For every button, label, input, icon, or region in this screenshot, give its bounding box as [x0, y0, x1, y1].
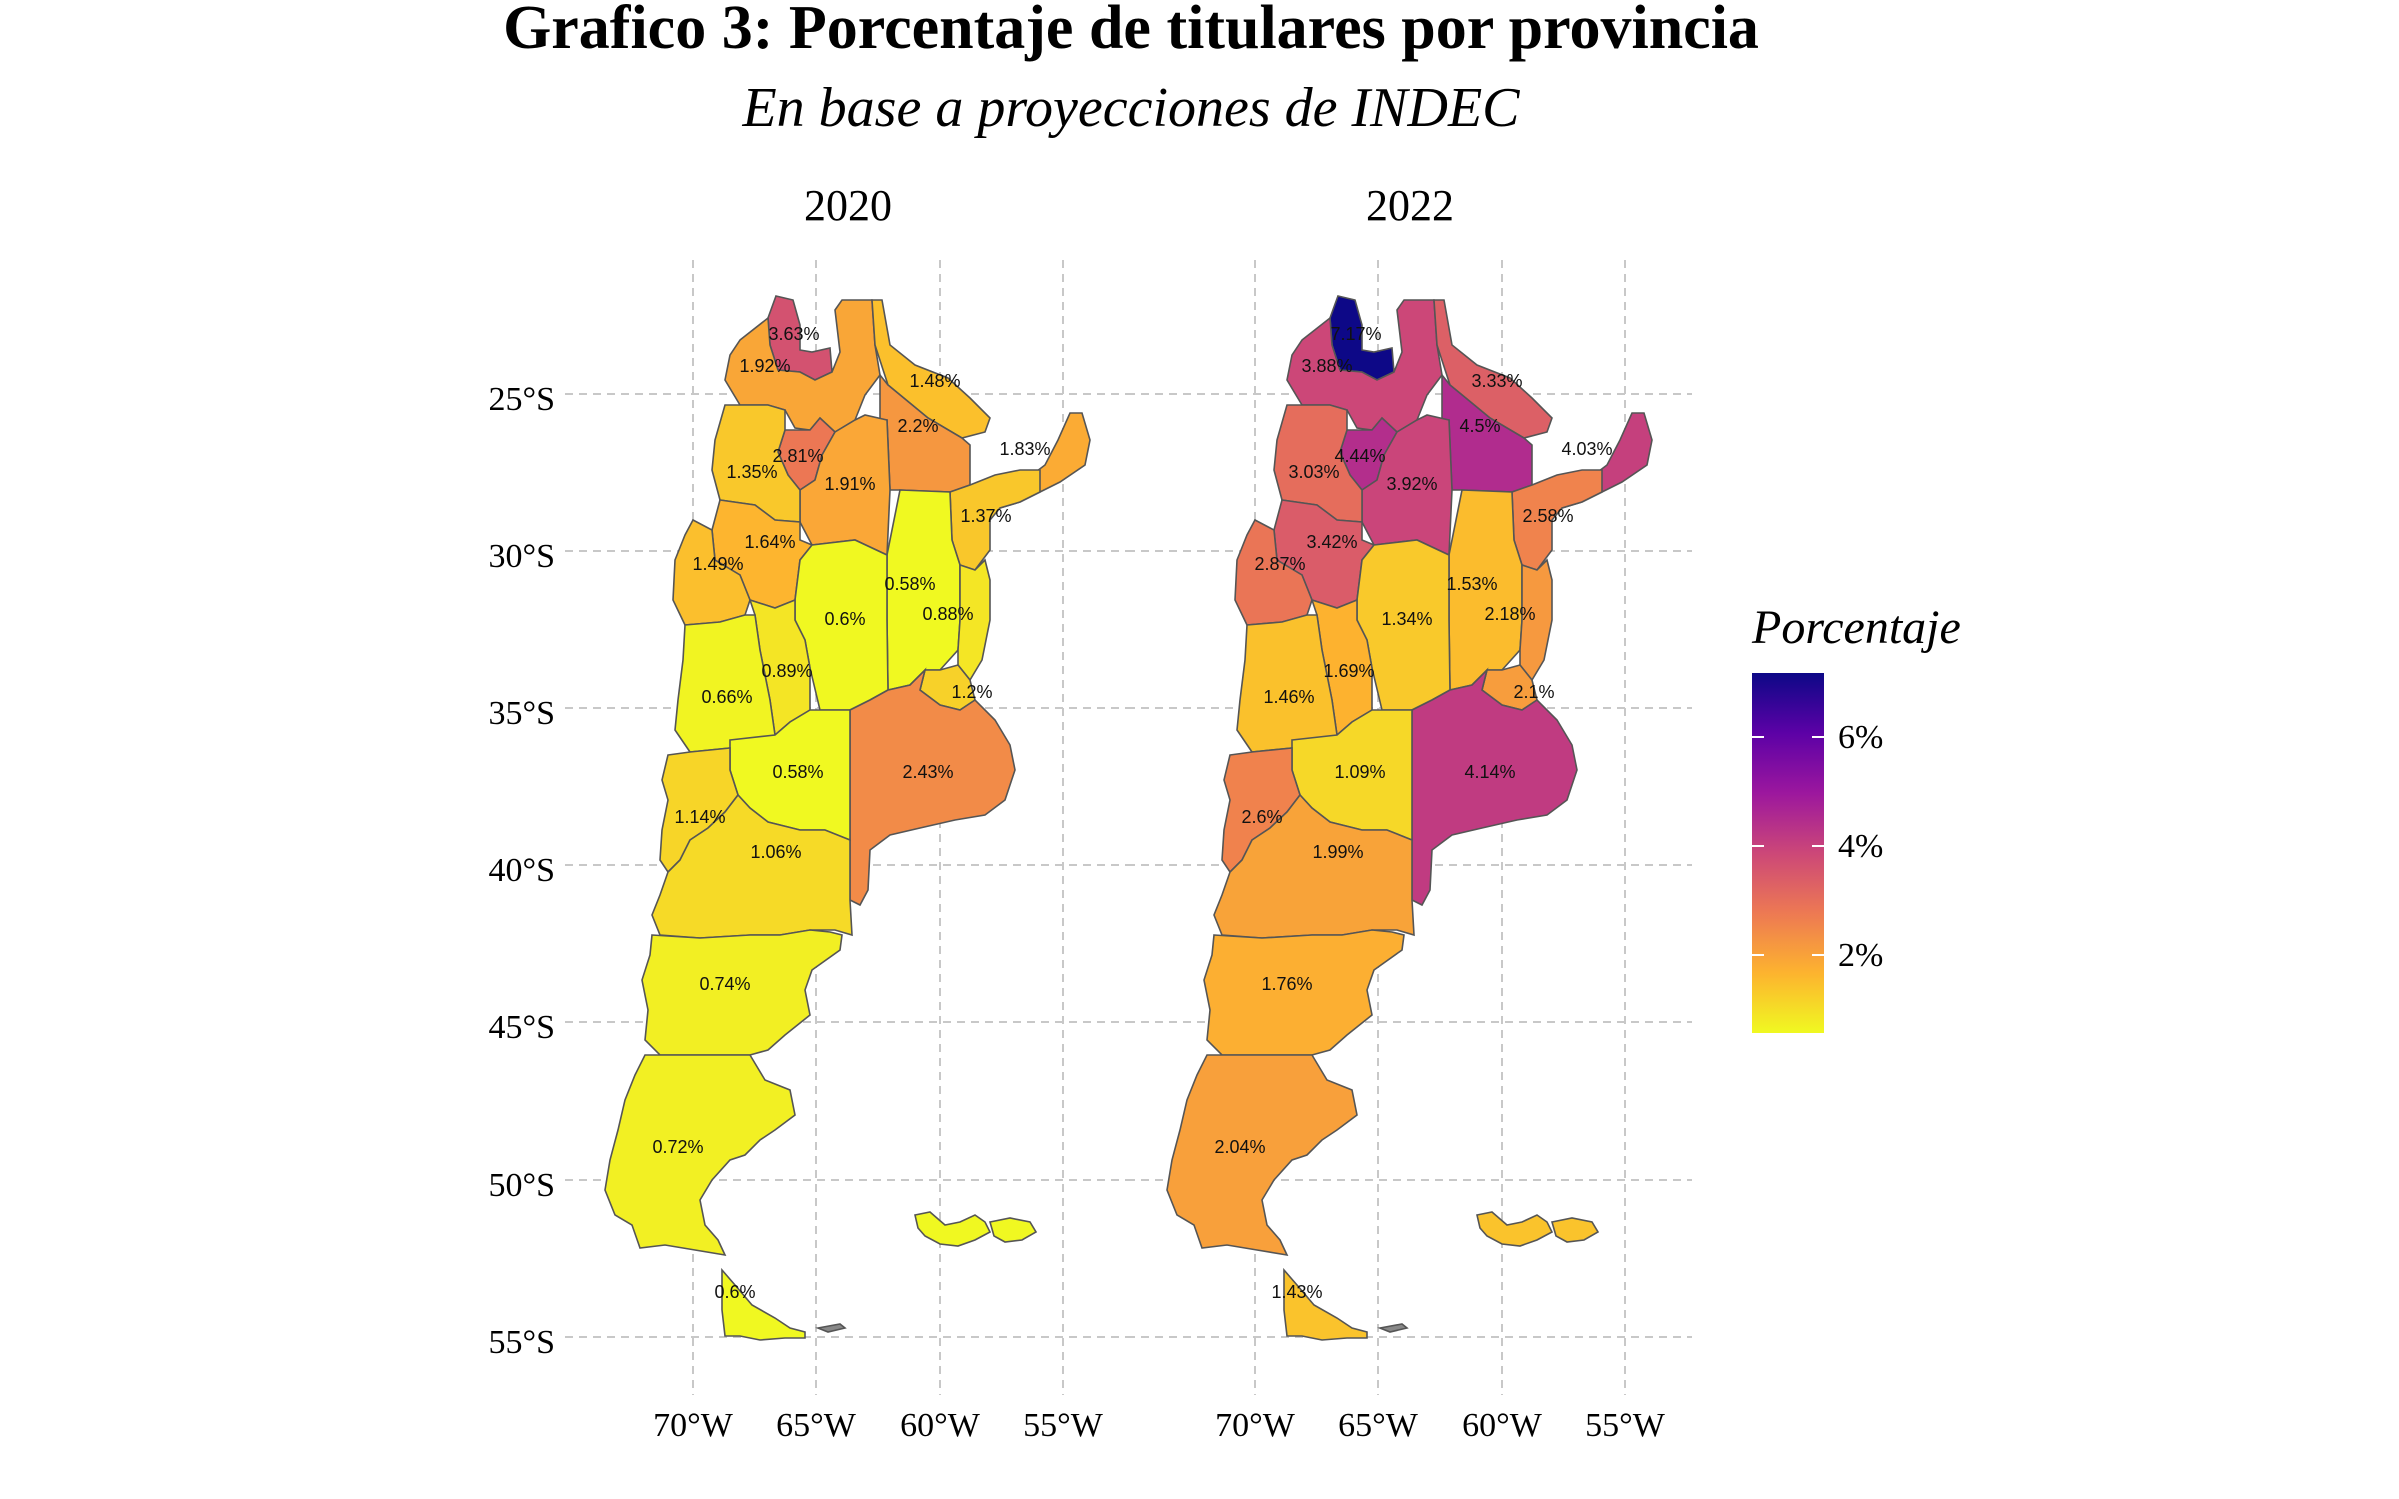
lon-label-70w-2020: 70°W [653, 1407, 734, 1444]
value-label-santa-fe-2022: 1.53% [1446, 574, 1497, 594]
province-tierra-del-fuego-2022[interactable] [1283, 1267, 1368, 1341]
value-label-chaco-2020: 2.2% [897, 416, 938, 436]
value-label-la-pampa-2022: 1.09% [1334, 762, 1385, 782]
value-label-santa-fe-2020: 0.58% [884, 574, 935, 594]
value-label-catamarca-2022: 3.03% [1288, 462, 1339, 482]
value-label-santiago-del-estero-2020: 1.91% [824, 474, 875, 494]
value-label-tierra-del-fuego-2020: 0.6% [714, 1282, 755, 1302]
value-label-tucuman-2020: 2.81% [772, 446, 823, 466]
lat-label-40s: 40°S [488, 852, 555, 889]
value-label-santa-cruz-2022: 2.04% [1214, 1137, 1265, 1157]
value-label-formosa-2022: 3.33% [1471, 371, 1522, 391]
value-label-caba-2022: 2.1% [1513, 682, 1554, 702]
value-label-la-pampa-2020: 0.58% [772, 762, 823, 782]
value-label-corrientes-2020: 1.37% [960, 506, 1011, 526]
value-label-la-rioja-2020: 1.64% [744, 532, 795, 552]
lon-label-55w-2020: 55°W [1023, 1407, 1104, 1444]
value-label-san-juan-2022: 2.87% [1254, 554, 1305, 574]
province-catamarca-2022[interactable] [1273, 404, 1363, 523]
province-buenos-aires-2020[interactable] [849, 667, 1016, 907]
lon-label-65w-2020: 65°W [776, 1407, 857, 1444]
province-catamarca-2020[interactable] [711, 404, 801, 523]
value-label-chaco-2022: 4.5% [1459, 416, 1500, 436]
value-label-salta-2022: 3.88% [1301, 356, 1352, 376]
lat-label-25s: 25°S [488, 381, 555, 418]
map-panel-2022: 7.17% 3.88% 3.33% 4.5% 4.03% 4.44%3.92% 3.03% 2… [1127, 260, 1692, 1395]
lat-label-55s: 55°S [488, 1324, 555, 1361]
value-label-san-juan-2020: 1.49% [692, 554, 743, 574]
legend-colorbar [1752, 673, 1824, 1033]
value-label-salta-2020: 1.92% [739, 356, 790, 376]
value-label-jujuy-2020: 3.63% [768, 324, 819, 344]
province-santa-cruz-2020[interactable] [604, 1054, 796, 1257]
legend-title: Porcentaje [1751, 601, 1961, 654]
lat-label-50s: 50°S [488, 1167, 555, 1204]
value-label-neuquen-2022: 2.6% [1241, 807, 1282, 827]
value-label-mendoza-2020: 0.66% [701, 687, 752, 707]
province-entre-rios-2020[interactable] [957, 558, 991, 682]
value-label-cordoba-2022: 1.34% [1381, 609, 1432, 629]
map-panel-2020: 3.63% 1.92% 1.48% 2.2% 1.83% 2.81%1.91% 1.35% 1… [565, 260, 1130, 1395]
value-label-tierra-del-fuego-2022: 1.43% [1271, 1282, 1322, 1302]
legend-tick-6: 6% [1838, 719, 1883, 756]
value-label-santa-cruz-2020: 0.72% [652, 1137, 703, 1157]
facet-title-2022: 2022 [1366, 181, 1454, 230]
value-label-buenos-aires-2020: 2.43% [902, 762, 953, 782]
value-label-misiones-2022: 4.03% [1561, 439, 1612, 459]
value-label-neuquen-2020: 1.14% [674, 807, 725, 827]
value-label-mendoza-2022: 1.46% [1263, 687, 1314, 707]
lon-label-55w-2022: 55°W [1585, 1407, 1666, 1444]
lon-label-60w-2022: 60°W [1462, 1407, 1543, 1444]
value-label-chubut-2020: 0.74% [699, 974, 750, 994]
chart-subtitle: En base a proyecciones de INDEC [741, 77, 1520, 139]
value-label-misiones-2020: 1.83% [999, 439, 1050, 459]
value-label-san-luis-2022: 1.69% [1323, 661, 1374, 681]
lon-label-65w-2022: 65°W [1338, 1407, 1419, 1444]
value-label-jujuy-2022: 7.17% [1330, 324, 1381, 344]
lat-label-45s: 45°S [488, 1009, 555, 1046]
legend-tick-4: 4% [1838, 828, 1883, 865]
lat-label-30s: 30°S [488, 538, 555, 575]
value-label-rio-negro-2022: 1.99% [1312, 842, 1363, 862]
lat-label-35s: 35°S [488, 695, 555, 732]
value-label-santiago-del-estero-2022: 3.92% [1386, 474, 1437, 494]
province-chubut-2020[interactable] [641, 929, 843, 1056]
value-label-entre-rios-2022: 2.18% [1484, 604, 1535, 624]
value-label-la-rioja-2022: 3.42% [1306, 532, 1357, 552]
value-label-chubut-2022: 1.76% [1261, 974, 1312, 994]
province-santa-cruz-2022[interactable] [1166, 1054, 1358, 1257]
lon-label-70w-2022: 70°W [1215, 1407, 1296, 1444]
province-buenos-aires-2022[interactable] [1411, 667, 1578, 907]
value-label-formosa-2020: 1.48% [909, 371, 960, 391]
value-label-cordoba-2020: 0.6% [824, 609, 865, 629]
lon-label-60w-2020: 60°W [900, 1407, 981, 1444]
value-label-catamarca-2020: 1.35% [726, 462, 777, 482]
value-label-tucuman-2022: 4.44% [1334, 446, 1385, 466]
legend-tick-2: 2% [1838, 937, 1883, 974]
isla-de-los-estados-2022 [1377, 1323, 1409, 1333]
value-label-entre-rios-2020: 0.88% [922, 604, 973, 624]
value-label-san-luis-2020: 0.89% [761, 661, 812, 681]
province-tierra-del-fuego-2020[interactable] [721, 1267, 806, 1341]
legend-ticks: 6% 4% 2% [1752, 719, 1883, 974]
value-label-buenos-aires-2022: 4.14% [1464, 762, 1515, 782]
isla-de-los-estados-2020 [815, 1323, 847, 1333]
chart-title: Grafico 3: Porcentaje de titulares por p… [503, 0, 1759, 62]
value-label-rio-negro-2020: 1.06% [750, 842, 801, 862]
islas-malvinas-2022 [1476, 1211, 1600, 1247]
value-label-caba-2020: 1.2% [951, 682, 992, 702]
islas-malvinas-2020 [914, 1211, 1038, 1247]
value-label-corrientes-2022: 2.58% [1522, 506, 1573, 526]
province-entre-rios-2022[interactable] [1519, 558, 1553, 682]
province-chubut-2022[interactable] [1203, 929, 1405, 1056]
facet-title-2020: 2020 [804, 181, 892, 230]
